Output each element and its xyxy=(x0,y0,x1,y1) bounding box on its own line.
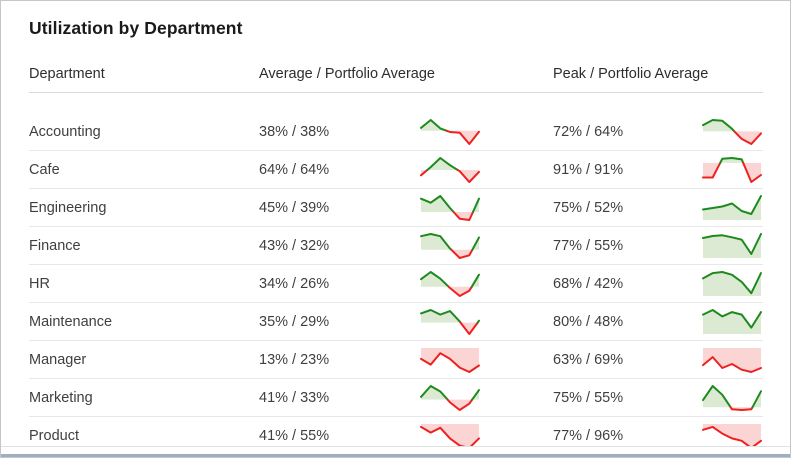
column-header-department: Department xyxy=(29,66,105,82)
peak-sparkline xyxy=(702,194,762,220)
peak-value: 91% / 91% xyxy=(553,161,624,178)
avg-value: 41% / 33% xyxy=(259,389,330,406)
avg-value: 34% / 26% xyxy=(259,275,330,292)
department-name: Accounting xyxy=(29,123,101,140)
table-body: Accounting 38% / 38% 72% / 64% Cafe 64% … xyxy=(29,93,763,446)
table-row[interactable]: Cafe 64% / 64% 91% / 91% xyxy=(29,151,763,189)
avg-sparkline xyxy=(420,384,480,411)
avg-value: 13% / 23% xyxy=(259,351,330,368)
avg-value: 45% / 39% xyxy=(259,199,330,216)
column-header-average: Average / Portfolio Average xyxy=(259,66,435,82)
avg-sparkline xyxy=(420,423,480,446)
avg-sparkline xyxy=(420,156,480,183)
department-name: Finance xyxy=(29,237,81,254)
avg-sparkline xyxy=(420,232,480,259)
avg-sparkline xyxy=(420,118,480,145)
avg-value: 64% / 64% xyxy=(259,161,330,178)
avg-sparkline xyxy=(420,308,480,335)
department-name: HR xyxy=(29,275,50,292)
utilization-panel: Utilization by Department Department Ave… xyxy=(1,1,790,447)
bottom-scrollbar[interactable] xyxy=(1,454,790,457)
peak-sparkline xyxy=(702,423,762,446)
peak-value: 75% / 55% xyxy=(553,389,624,406)
avg-value: 38% / 38% xyxy=(259,123,330,140)
peak-sparkline xyxy=(702,308,762,334)
table-row[interactable]: Manager 13% / 23% 63% / 69% xyxy=(29,341,763,379)
table-row[interactable]: Finance 43% / 32% 77% / 55% xyxy=(29,227,763,265)
page-title: Utilization by Department xyxy=(29,18,243,38)
peak-value: 75% / 52% xyxy=(553,199,624,216)
table-header: Department Average / Portfolio Average P… xyxy=(29,66,763,93)
peak-value: 72% / 64% xyxy=(553,123,624,140)
department-name: Product xyxy=(29,427,79,444)
avg-value: 43% / 32% xyxy=(259,237,330,254)
department-name: Cafe xyxy=(29,161,60,178)
peak-value: 80% / 48% xyxy=(553,313,624,330)
table-row[interactable]: HR 34% / 26% 68% / 42% xyxy=(29,265,763,303)
department-name: Manager xyxy=(29,351,87,368)
peak-value: 77% / 55% xyxy=(553,237,624,254)
avg-value: 35% / 29% xyxy=(259,313,330,330)
peak-sparkline xyxy=(702,156,762,183)
peak-sparkline xyxy=(702,270,762,296)
table-row[interactable]: Product 41% / 55% 77% / 96% xyxy=(29,417,763,446)
avg-sparkline xyxy=(420,270,480,297)
avg-value: 41% / 55% xyxy=(259,427,330,444)
peak-value: 77% / 96% xyxy=(553,427,624,444)
table-row[interactable]: Accounting 38% / 38% 72% / 64% xyxy=(29,113,763,151)
column-header-peak: Peak / Portfolio Average xyxy=(553,66,709,82)
peak-sparkline xyxy=(702,384,762,411)
avg-sparkline xyxy=(420,194,480,221)
peak-value: 68% / 42% xyxy=(553,275,624,292)
peak-sparkline xyxy=(702,118,762,145)
table-row[interactable]: Engineering 45% / 39% 75% / 52% xyxy=(29,189,763,227)
department-name: Engineering xyxy=(29,199,107,216)
table-row[interactable]: Maintenance 35% / 29% 80% / 48% xyxy=(29,303,763,341)
peak-sparkline xyxy=(702,232,762,258)
table-row[interactable]: Marketing 41% / 33% 75% / 55% xyxy=(29,379,763,417)
department-name: Maintenance xyxy=(29,313,113,330)
department-name: Marketing xyxy=(29,389,93,406)
peak-value: 63% / 69% xyxy=(553,351,624,368)
avg-sparkline xyxy=(420,347,480,373)
peak-sparkline xyxy=(702,347,762,373)
